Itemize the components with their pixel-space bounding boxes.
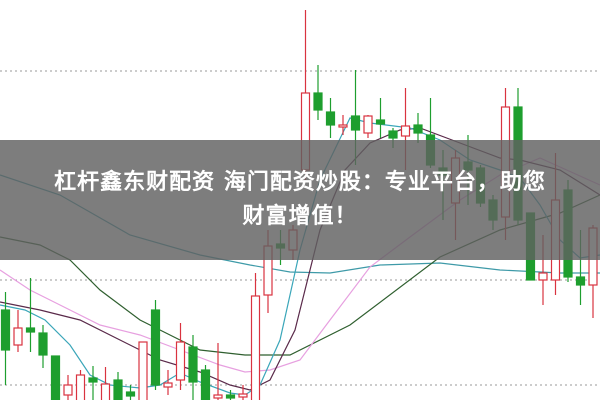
candle-body [375,119,386,125]
candle-body [63,384,73,396]
candle-body [100,383,111,400]
candle-up [13,310,23,352]
candle-body [13,327,23,346]
candle-up [63,375,73,400]
candle-body [163,382,173,388]
candle-body [413,124,423,134]
title-banner: 杠杆鑫东财配资 海门配资炒股：专业平台，助您 财富增值！ [0,140,600,260]
candle-body [88,377,98,383]
candle-body [125,391,136,397]
candle-down [0,292,11,385]
banner-title-line1: 杠杆鑫东财配资 海门配资炒股：专业平台，助您 [54,170,546,195]
candle-body [150,309,161,386]
candle-up [175,323,186,390]
candle-up [338,115,348,135]
candle-body [250,295,261,400]
candle-body [325,111,336,126]
candle-body [225,394,236,399]
candle-down [413,113,423,143]
candle-body [25,327,36,333]
candle-body [200,369,211,400]
candle-up [163,370,173,395]
banner-title-line2: 财富增值！ [242,204,358,229]
gridlines [0,70,600,386]
candle-up [363,115,373,138]
candle-down [200,365,211,400]
candle-body [50,355,61,400]
candle-body [538,272,548,281]
candle-body [338,124,348,128]
candle-down [88,366,98,400]
candle-body [138,341,148,400]
candle-body [113,379,123,400]
candle-body [0,309,11,351]
candle-down [38,325,48,368]
candle-down [225,390,236,400]
candle-down [125,385,136,400]
candle-up [138,341,148,400]
candle-body [38,332,48,356]
candle-down [313,65,323,120]
candle-body [575,276,586,286]
candle-down [150,300,161,390]
candle-up [250,273,261,400]
candle-up [238,385,248,400]
candle-down [375,98,386,138]
candle-body [75,374,86,400]
candle-body [313,92,323,111]
candle-body [188,346,198,383]
candle-body [350,115,361,131]
candle-up [75,370,86,400]
candle-body [238,393,248,398]
candle-body [213,394,223,399]
candle-body [400,125,411,137]
candle-down [25,278,36,352]
candle-up [100,367,111,400]
candle-down [188,335,198,400]
candle-body [175,341,186,381]
candle-down [113,372,123,400]
candle-down [325,98,336,138]
candle-body [363,115,373,134]
candle-body [388,130,398,139]
candle-up [213,343,223,400]
candle-down [50,355,61,400]
